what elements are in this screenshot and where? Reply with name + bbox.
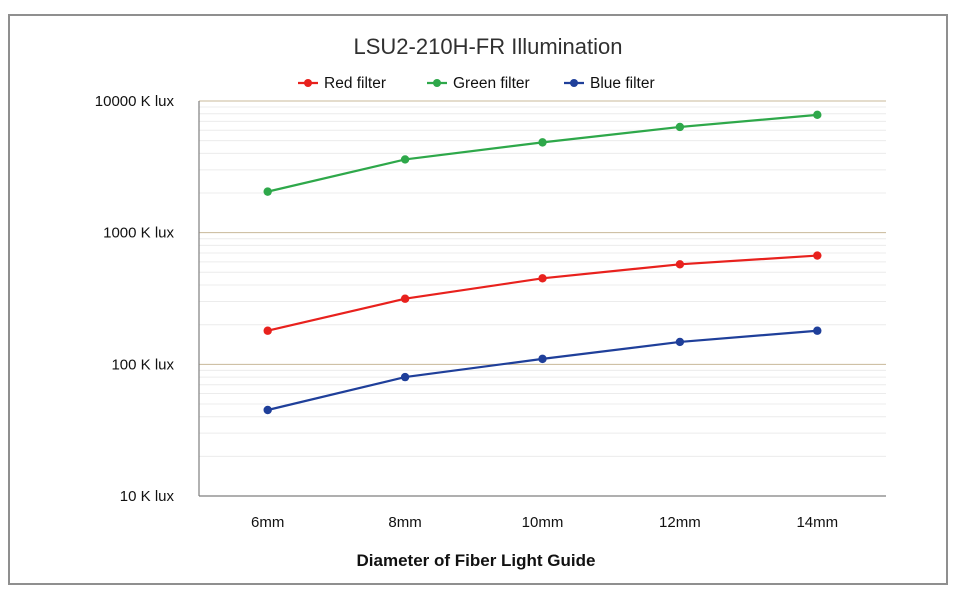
y-tick-label: 10000 K lux — [95, 93, 175, 110]
x-tick-labels: 6mm 8mm 10mm 12mm 14mm — [251, 514, 838, 531]
data-point-green-filter — [675, 122, 685, 132]
x-tick-label: 12mm — [659, 514, 701, 531]
data-point-red-filter — [400, 294, 410, 303]
legend-marker-blue-filter — [570, 79, 578, 87]
data-point-green-filter — [400, 155, 410, 164]
x-tick-label: 6mm — [251, 514, 284, 531]
legend-label-green-filter: Green filter — [453, 75, 530, 92]
major-gridlines — [199, 100, 886, 365]
data-point-blue-filter — [400, 372, 410, 382]
data-point-red-filter — [263, 326, 272, 335]
legend-label-blue-filter: Blue filter — [590, 75, 655, 92]
data-point-blue-filter — [263, 405, 272, 415]
legend: Red filter Green filter Blue filter — [298, 75, 655, 92]
legend-label-red-filter: Red filter — [324, 75, 386, 92]
data-point-blue-filter — [538, 354, 547, 364]
data-point-red-filter — [538, 274, 547, 283]
y-tick-label: 1000 K lux — [103, 225, 174, 242]
data-point-green-filter — [263, 187, 272, 196]
x-tick-label: 8mm — [388, 514, 421, 531]
data-point-blue-filter — [675, 337, 685, 347]
data-point-red-filter — [813, 251, 822, 260]
data-point-red-filter — [675, 260, 685, 269]
chart-title: LSU2-210H-FR Illumination — [354, 34, 623, 59]
series-line-red-filter — [267, 254, 818, 332]
x-axis-title: Diameter of Fiber Light Guide — [357, 551, 596, 570]
data-point-green-filter — [813, 110, 822, 120]
y-tick-label: 100 K lux — [111, 356, 174, 373]
y-tick-labels: 10 K lux 100 K lux 1000 K lux 10000 K lux — [95, 93, 175, 505]
minor-gridlines — [199, 106, 886, 457]
x-tick-label: 10mm — [522, 514, 564, 531]
x-tick-label: 14mm — [796, 514, 838, 531]
series-group — [263, 110, 822, 415]
legend-marker-red-filter — [304, 79, 312, 87]
chart-frame — [8, 14, 948, 585]
data-point-green-filter — [538, 138, 547, 147]
y-tick-label: 10 K lux — [120, 488, 175, 505]
data-point-blue-filter — [813, 326, 822, 335]
legend-marker-green-filter — [433, 79, 441, 87]
